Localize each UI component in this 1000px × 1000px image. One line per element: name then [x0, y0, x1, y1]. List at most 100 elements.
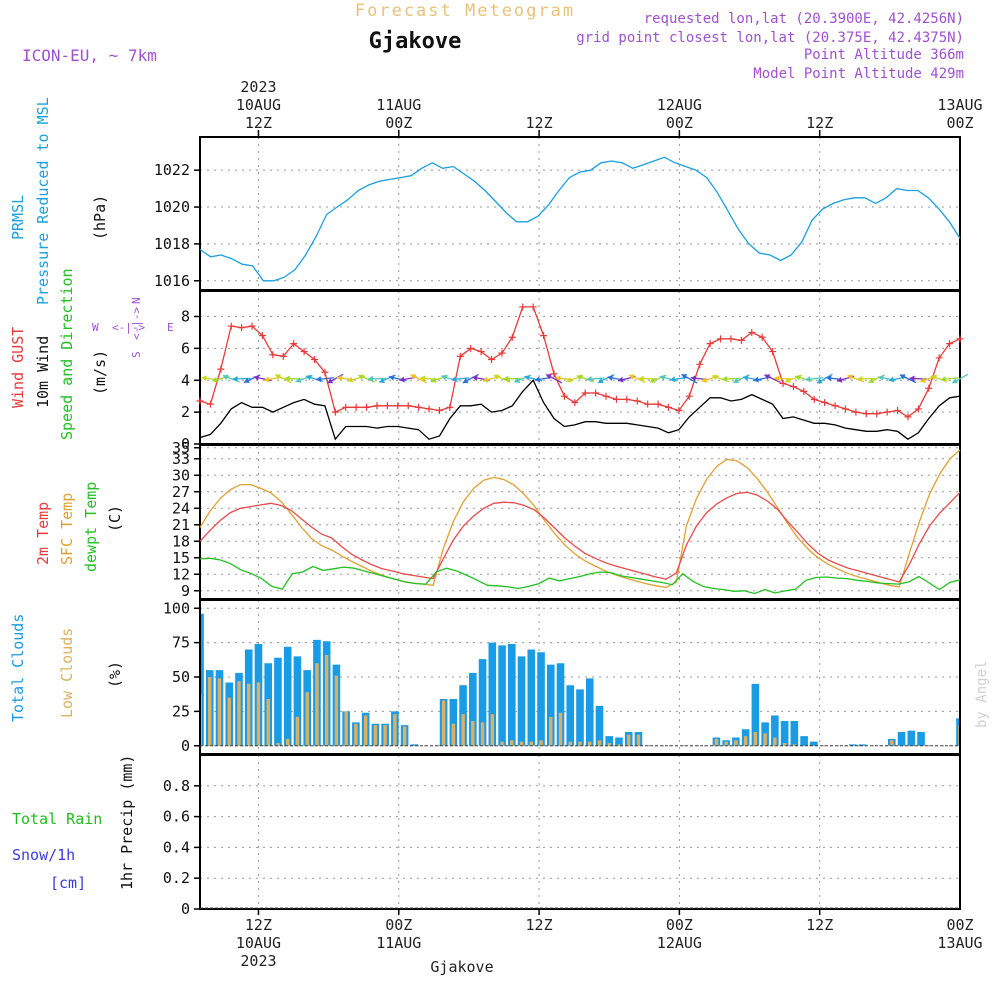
wind-gust-marker: [581, 389, 589, 397]
wind-arrow-head: [649, 377, 656, 383]
wind-gust-marker: [769, 348, 777, 356]
model-label: ICON-EU, ~ 7km: [22, 46, 157, 65]
wind-arrow-head: [524, 374, 531, 381]
clouds-panel: 0 25 50 75 100: [163, 599, 961, 755]
wind-arrow-head: [909, 375, 915, 382]
wind-direction-arrow: [545, 373, 563, 384]
compass-n: N: [130, 297, 143, 304]
temp-ytick-label: 18: [172, 532, 190, 550]
bottom-axis-hour: 00Z: [666, 916, 693, 934]
total-clouds-bar: [771, 715, 779, 746]
low-clouds-bar: [480, 722, 485, 746]
wind-gust-marker: [331, 408, 339, 416]
low-clouds-bar: [734, 740, 738, 746]
compass-e: E: [167, 321, 174, 334]
total-clouds-bar: [849, 744, 857, 746]
wind-gust-marker: [529, 303, 537, 311]
wind-arrow-head: [816, 378, 823, 384]
wind-gust-marker: [623, 395, 631, 403]
temp-panel-labels: 2m Temp SFC Temp dewpt Temp (C): [34, 482, 124, 572]
low-clouds-bar: [256, 682, 261, 746]
bottom-axis-date: 13AUG: [937, 934, 982, 952]
total-clouds-label: Total Clouds: [9, 614, 27, 722]
wind-frame: [199, 290, 961, 445]
wind-gust-marker: [935, 354, 943, 362]
low-clouds-bar: [724, 741, 728, 746]
wind-gust-marker: [456, 352, 464, 360]
total-clouds-bar: [469, 672, 477, 746]
wind-gust-marker: [196, 397, 204, 405]
wind-arrow-head: [868, 377, 875, 384]
wind-direction-arrow: [899, 374, 917, 384]
wind-gust-marker: [748, 328, 756, 336]
wind-gust-marker: [612, 395, 620, 403]
wind-gust-marker: [717, 335, 725, 343]
top-axis-hour: 12Z: [806, 114, 833, 132]
wind-arrow-head: [410, 374, 417, 380]
low-clouds-bar: [237, 681, 241, 746]
wind-arrow-head: [629, 374, 635, 380]
wind-gust-marker: [519, 303, 527, 311]
wind-arrow-head: [681, 374, 688, 380]
wind-panel-labels: Wind GUST 10m Wind Speed and Direction (…: [9, 268, 174, 440]
precip-ytick-label: 0: [181, 900, 190, 918]
wind-arrow-head: [805, 376, 811, 383]
wind-gust-marker: [841, 405, 849, 413]
wind-speed-line: [199, 379, 961, 441]
total-clouds-bar: [790, 721, 799, 746]
bottom-axis-hour: 00Z: [946, 916, 973, 934]
t2m-line: [199, 491, 961, 583]
wind-gust-marker: [852, 408, 860, 416]
top-axis-date: 12AUG: [657, 96, 702, 114]
temp-ytick-label: 30: [172, 466, 190, 484]
precip-panel: 0 0.2 0.4 0.6 0.8: [163, 754, 961, 918]
wind-ytick-label: 0: [181, 435, 190, 453]
total-clouds-bar: [293, 656, 302, 746]
wind-gust-marker: [415, 403, 423, 411]
top-axis-hour: 00Z: [946, 114, 973, 132]
top-axis-hour: 00Z: [666, 114, 693, 132]
low-clouds-label: Low Clouds: [58, 628, 76, 718]
wind-arrow-head: [275, 374, 282, 380]
total-clouds-bar: [201, 613, 204, 746]
wind-arrow-head: [284, 375, 290, 382]
wind-ytick-label: 6: [181, 339, 190, 357]
clouds-ytick-label: 0: [181, 737, 190, 755]
wind-gust-marker: [685, 392, 693, 400]
clouds-ytick-label: 50: [172, 668, 190, 686]
low-clouds-bar: [636, 734, 641, 746]
wind-direction-arrow: [951, 373, 969, 384]
low-clouds-bar: [597, 740, 602, 746]
wind-arrow-head: [358, 374, 365, 380]
wind-gust-marker: [956, 335, 964, 343]
wind-gust-marker: [883, 408, 891, 416]
total-clouds-bar: [566, 685, 575, 746]
wind-gust-marker: [602, 392, 610, 400]
low-clouds-bar: [285, 738, 290, 746]
wind-direction-arrow: [586, 375, 605, 382]
wind-arrow-head: [920, 377, 927, 383]
wind-gust-marker: [394, 402, 402, 410]
wind-gust-marker: [373, 402, 381, 410]
low-clouds-bar: [743, 736, 748, 746]
wind-arrow-head: [493, 374, 500, 380]
precip-frame: [199, 754, 961, 910]
low-clouds-bar: [217, 678, 222, 746]
wind-gust-marker: [258, 332, 266, 340]
total-clouds-bar: [800, 736, 808, 746]
wind-direction-arrow: [327, 373, 344, 384]
precip-unit: 1hr Precip (mm): [118, 755, 136, 890]
wind-gust-marker: [904, 413, 912, 421]
total-clouds-bar: [546, 664, 555, 746]
wind-arrow-head: [327, 378, 334, 384]
pressure-ytick-label: 1016: [154, 272, 190, 290]
total-clouds-bar: [517, 656, 526, 746]
wind-arrow-head: [264, 376, 270, 383]
wind-arrow-head: [566, 377, 572, 383]
wind-arrow-head: [701, 377, 708, 383]
wind-arrow-head: [441, 374, 448, 381]
wind-panel: 0 2 4 6 8: [181, 290, 969, 453]
snow-unit-label: [cm]: [50, 874, 86, 892]
wind-gust-marker: [206, 400, 214, 408]
temp-ytick-label: 21: [172, 516, 190, 534]
